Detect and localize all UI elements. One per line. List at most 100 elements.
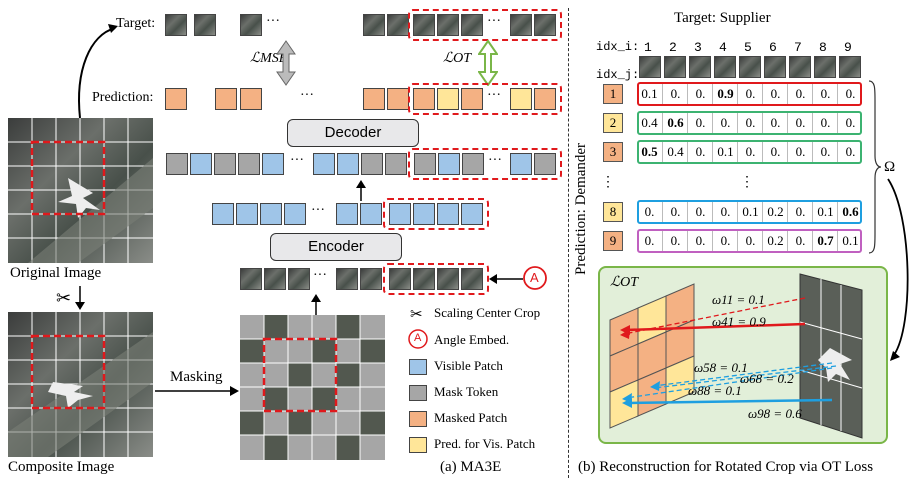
ot-row-frame	[637, 229, 862, 253]
arrow-right-icon	[155, 386, 239, 396]
visible-patch	[337, 153, 359, 175]
mask-token	[166, 153, 188, 175]
visible-patch	[389, 203, 411, 225]
legend-label: Masked Patch	[434, 410, 508, 425]
visible-patch	[510, 153, 532, 175]
ot-cell: 0.1	[812, 202, 838, 222]
curved-arrow-icon	[887, 178, 909, 361]
input-patch	[461, 268, 483, 290]
target-patch	[437, 14, 459, 36]
row-index: 9	[603, 231, 623, 251]
ot-cell: 0.5	[641, 144, 658, 159]
visible-patch	[461, 203, 483, 225]
target-thumbnail	[764, 56, 786, 78]
legend-label: Pred. for Vis. Patch	[434, 436, 536, 451]
visible-patch	[438, 153, 460, 175]
target-thumbnail	[714, 56, 736, 78]
target-thumbnail	[839, 56, 861, 78]
ot-row-frame	[637, 200, 862, 224]
input-patch	[389, 268, 411, 290]
mask-token	[214, 153, 236, 175]
ellipsis: ···	[488, 153, 502, 168]
ot-cell: 0.	[712, 231, 738, 251]
target-patch	[240, 14, 262, 36]
input-patch	[336, 268, 358, 290]
ot-cell: 0.7	[812, 231, 838, 251]
ellipsis: ···	[290, 153, 304, 168]
column-index: 5	[744, 40, 752, 55]
target-patch	[194, 14, 216, 36]
target-thumbnail	[689, 56, 711, 78]
legend-label: Angle Embed.	[434, 332, 510, 347]
input-patch	[240, 268, 262, 290]
visible-patch	[190, 153, 212, 175]
ot-cell: 0.	[687, 142, 713, 162]
angle-embed-marker: A	[530, 270, 539, 285]
column-index: 6	[769, 40, 777, 55]
visible-patch	[236, 203, 258, 225]
ot-cell: 0.	[644, 233, 655, 248]
ot-cell: 0.1	[737, 202, 763, 222]
encoder-block: Encoder	[270, 233, 402, 261]
row-index: 2	[603, 113, 623, 133]
prediction-label: Prediction:	[92, 90, 154, 105]
target-thumbnail	[814, 56, 836, 78]
prediction-demander-label: Prediction: Demander	[573, 142, 589, 275]
angle-embed-icon	[489, 266, 547, 290]
column-index: 9	[844, 40, 852, 55]
target-thumbnail	[664, 56, 686, 78]
target-patch	[534, 14, 556, 36]
target-patch	[510, 14, 532, 36]
row-index: 1	[603, 84, 623, 104]
ot-cell: 0.1	[837, 231, 863, 251]
ot-cell: 0.	[737, 142, 763, 162]
scissors-icon: ✂	[410, 307, 423, 323]
input-patch	[413, 268, 435, 290]
ot-cell: 0.	[737, 84, 763, 104]
decoder-input-crop-highlight	[408, 148, 562, 180]
caption-a: (a) MA3E	[440, 459, 502, 475]
ellipsis: ···	[313, 268, 327, 283]
composite-image	[8, 312, 153, 457]
ot-row-frame	[637, 111, 862, 135]
ot-cell: 0.	[712, 113, 738, 133]
ot-cell: 0.	[662, 231, 688, 251]
ellipsis: ···	[300, 88, 314, 103]
weight-label: ω41 = 0.9	[712, 314, 766, 329]
ot-cell: 0.	[787, 142, 813, 162]
angle-embed-icon	[408, 329, 428, 349]
ot-row-frame	[637, 82, 862, 106]
ot-cell: 0.2	[762, 231, 788, 251]
ot-cell: 0.	[787, 84, 813, 104]
weight-label: ω11 = 0.1	[712, 292, 765, 307]
ellipsis: ···	[266, 14, 280, 29]
original-image-label: Original Image	[10, 265, 102, 281]
column-index: 1	[644, 40, 652, 55]
visible-patch	[262, 153, 284, 175]
mask-token	[385, 153, 407, 175]
masked-patch	[363, 88, 385, 110]
target-patch	[387, 14, 409, 36]
ot-cell: 0.	[687, 202, 713, 222]
encoder-input-crop-highlight	[383, 263, 489, 295]
visible-patch	[336, 203, 358, 225]
legend-label: Mask Token	[434, 384, 499, 399]
target-label: Target:	[116, 16, 156, 31]
target-supplier-label: Target: Supplier	[674, 10, 771, 26]
idx-i-label: idx_i:	[596, 40, 640, 54]
vdots: ⋮	[601, 175, 615, 190]
column-index: 2	[669, 40, 677, 55]
visible-patch	[360, 203, 382, 225]
mask-token	[238, 153, 260, 175]
ot-cell: 0.6	[662, 113, 688, 133]
legend-swatch-masked	[409, 411, 427, 427]
loss-mse-label: ℒMSE	[250, 51, 288, 66]
target-patch	[461, 14, 483, 36]
vdots: ⋮	[740, 175, 754, 190]
ot-cell: 0.4	[641, 115, 658, 130]
ot-cell: 0.9	[712, 84, 738, 104]
arrow-down-icon	[75, 286, 85, 310]
ot-cell: 0.	[812, 84, 838, 104]
masked-patch	[387, 88, 409, 110]
mask-token	[414, 153, 436, 175]
